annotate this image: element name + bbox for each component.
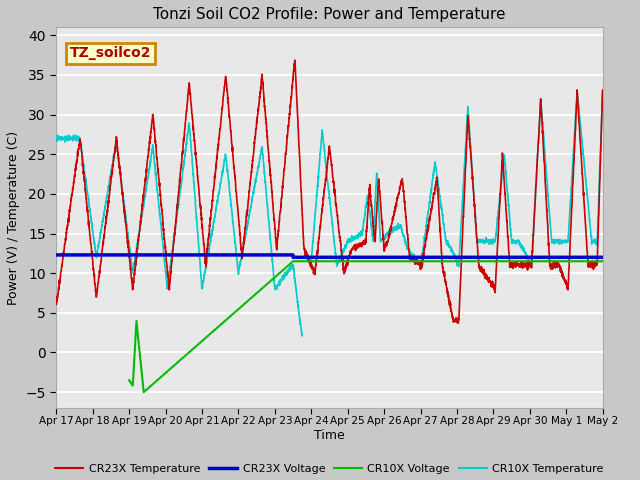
Text: TZ_soilco2: TZ_soilco2 [70,46,152,60]
Y-axis label: Power (V) / Temperature (C): Power (V) / Temperature (C) [7,131,20,305]
Title: Tonzi Soil CO2 Profile: Power and Temperature: Tonzi Soil CO2 Profile: Power and Temper… [153,7,506,22]
X-axis label: Time: Time [314,429,345,442]
Legend: CR23X Temperature, CR23X Voltage, CR10X Voltage, CR10X Temperature: CR23X Temperature, CR23X Voltage, CR10X … [51,460,608,479]
